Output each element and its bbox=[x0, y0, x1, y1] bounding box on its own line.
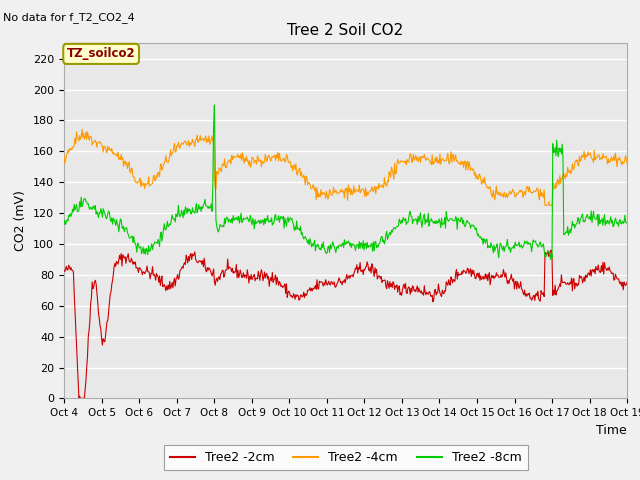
Title: Tree 2 Soil CO2: Tree 2 Soil CO2 bbox=[287, 23, 404, 38]
Legend: Tree2 -2cm, Tree2 -4cm, Tree2 -8cm: Tree2 -2cm, Tree2 -4cm, Tree2 -8cm bbox=[164, 445, 527, 470]
X-axis label: Time: Time bbox=[596, 424, 627, 437]
Y-axis label: CO2 (mV): CO2 (mV) bbox=[15, 191, 28, 251]
Text: No data for f_T2_CO2_4: No data for f_T2_CO2_4 bbox=[3, 12, 135, 23]
Text: TZ_soilco2: TZ_soilco2 bbox=[67, 48, 136, 60]
